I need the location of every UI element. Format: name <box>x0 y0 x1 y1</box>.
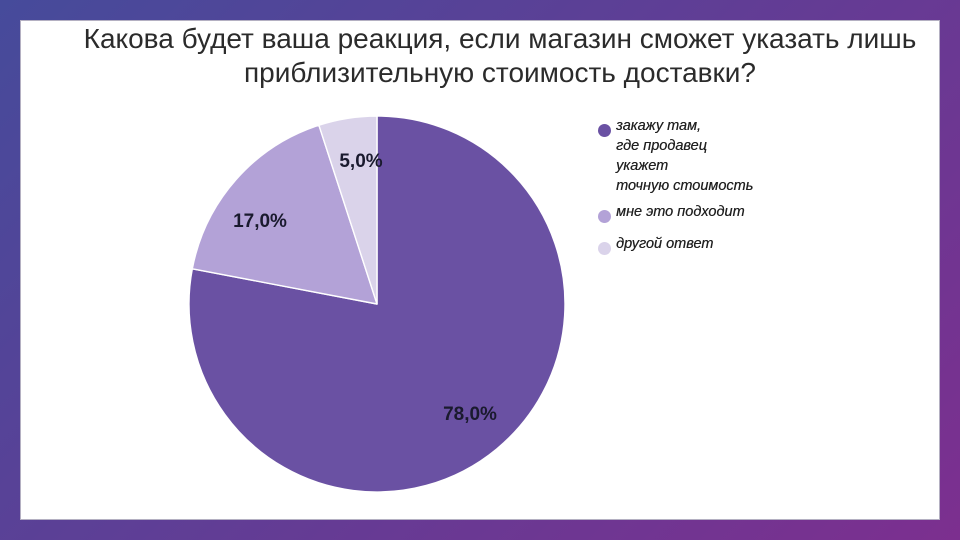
svg-text:78,0%: 78,0% <box>443 404 497 425</box>
